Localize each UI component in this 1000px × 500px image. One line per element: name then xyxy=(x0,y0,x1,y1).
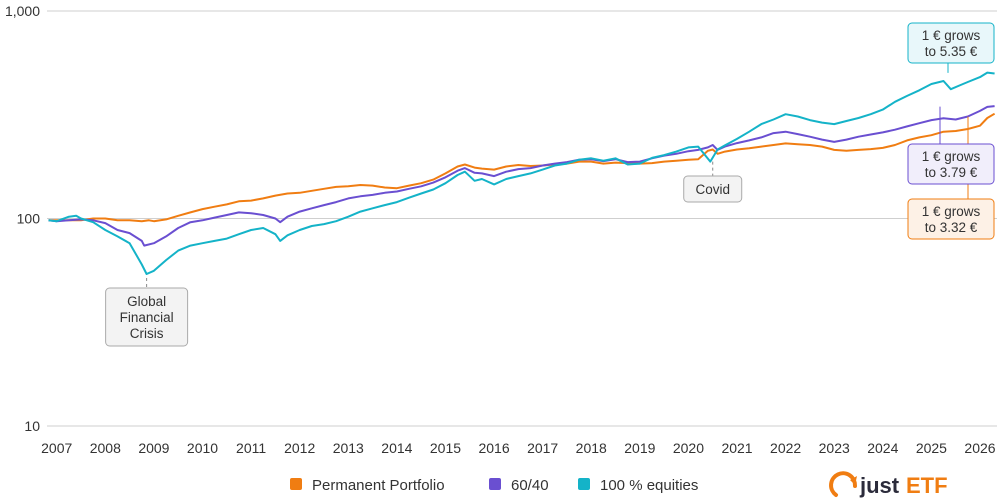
legend-label-1: 60/40 xyxy=(511,477,549,494)
logo-arc-icon xyxy=(829,471,857,497)
y-tick-label: 1,000 xyxy=(5,3,40,19)
annotation-text: Crisis xyxy=(130,326,164,341)
x-tick-label: 2016 xyxy=(478,440,509,456)
x-tick-label: 2021 xyxy=(721,440,752,456)
legend-swatch-1 xyxy=(489,478,501,490)
annotation-text: Covid xyxy=(695,182,730,197)
legend-label-0: Permanent Portfolio xyxy=(312,477,445,494)
end-label-line1: 1 € grows xyxy=(922,149,981,164)
legend-swatch-2 xyxy=(578,478,590,490)
legend-label-2: 100 % equities xyxy=(600,477,698,494)
annotation-text: Financial xyxy=(120,310,174,325)
x-tick-label: 2022 xyxy=(770,440,801,456)
y-tick-label: 10 xyxy=(24,418,40,434)
x-tick-label: 2010 xyxy=(187,440,218,456)
x-tick-label: 2013 xyxy=(333,440,364,456)
x-tick-label: 2019 xyxy=(624,440,655,456)
x-tick-label: 2018 xyxy=(576,440,607,456)
end-label-box xyxy=(907,198,995,240)
end-label-line2: to 3.32 € xyxy=(925,220,978,235)
series-line-1 xyxy=(48,105,995,247)
x-tick-label: 2007 xyxy=(41,440,72,456)
x-tick-label: 2020 xyxy=(673,440,704,456)
legend-swatch-0 xyxy=(290,478,302,490)
x-tick-label: 2025 xyxy=(916,440,947,456)
series-lines xyxy=(48,71,996,275)
series-line-0 xyxy=(48,112,996,223)
y-tick-labels: 10 100 1,000 xyxy=(5,3,40,434)
x-tick-labels: 2007 2008 2009 2010 2011 2012 2013 2014 2015 2016… xyxy=(41,440,996,456)
x-tick-label: 2017 xyxy=(527,440,558,456)
end-label-line2: to 5.35 € xyxy=(925,44,978,59)
just-etf-logo: just ETF xyxy=(829,471,948,498)
end-label-line1: 1 € grows xyxy=(922,28,981,43)
logo-text-accent: ETF xyxy=(906,473,948,498)
y-tick-label: 100 xyxy=(17,211,41,227)
x-tick-label: 2015 xyxy=(430,440,461,456)
grid-layer xyxy=(47,10,997,427)
x-tick-label: 2012 xyxy=(284,440,315,456)
x-tick-label: 2008 xyxy=(90,440,121,456)
x-tick-label: 2026 xyxy=(964,440,995,456)
annotation-box xyxy=(105,287,189,347)
x-tick-label: 2024 xyxy=(867,440,898,456)
series-line-2 xyxy=(48,71,995,275)
annotation-text: Global xyxy=(127,294,166,309)
end-label-box xyxy=(907,22,995,64)
legend: Permanent Portfolio 60/40 100 % equities xyxy=(290,477,698,494)
end-label-line1: 1 € grows xyxy=(922,204,981,219)
x-tick-label: 2014 xyxy=(381,440,412,456)
x-tick-label: 2009 xyxy=(138,440,169,456)
x-tick-label: 2011 xyxy=(236,440,266,456)
logo-text-main: just xyxy=(859,473,900,498)
end-label-line2: to 3.79 € xyxy=(925,165,978,180)
x-tick-label: 2023 xyxy=(819,440,850,456)
annotation-box xyxy=(683,175,743,203)
end-label-box xyxy=(907,143,995,185)
